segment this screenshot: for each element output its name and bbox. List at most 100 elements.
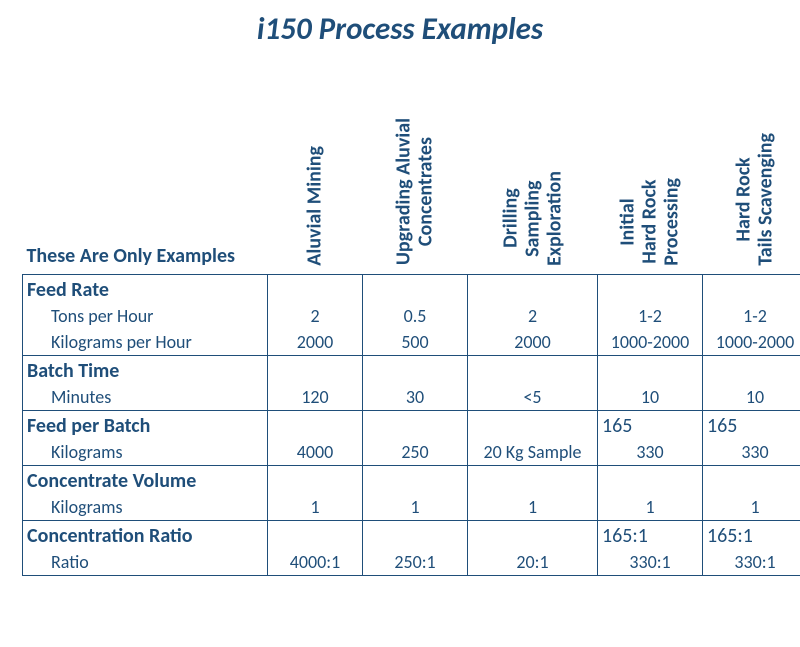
section-header-value: 165:1: [703, 520, 800, 549]
cell-value: 20 Kg Sample: [468, 439, 598, 465]
column-header-line: Tails Scavenging: [756, 133, 777, 266]
table-row: Kilograms11111: [23, 494, 800, 520]
section-header-value: [468, 465, 598, 494]
section-header-value: [468, 520, 598, 549]
column-header-line: Exploration: [544, 171, 565, 266]
cell-value: 1: [363, 494, 468, 520]
cell-value: 1: [703, 494, 800, 520]
column-header-label-wrap: InitialHard RockProcessing: [618, 178, 683, 266]
cell-value: 500: [363, 329, 468, 355]
section-header-value: [268, 465, 363, 494]
cell-value: <5: [468, 384, 598, 410]
column-header-label-wrap: Aluvial Mining: [305, 146, 326, 266]
column-header-line: Drilling: [500, 171, 521, 266]
column-header-line: Hard Rock: [734, 133, 755, 266]
section-header-row: Feed Rate: [23, 274, 800, 303]
cell-value: 1000-2000: [703, 329, 800, 355]
section-header-value: [598, 465, 703, 494]
section-header-value: [363, 465, 468, 494]
cell-value: 30: [363, 384, 468, 410]
column-header: Aluvial Mining: [268, 56, 363, 274]
cell-value: 1: [468, 494, 598, 520]
section-header-row: Concentrate Volume: [23, 465, 800, 494]
cell-value: 2: [468, 303, 598, 329]
column-header-line: Initial: [618, 178, 639, 266]
section-header-value: [468, 355, 598, 384]
table-row: Kilograms400025020 Kg Sample330330: [23, 439, 800, 465]
section-header-row: Concentration Ratio 165:1165:1: [23, 520, 800, 549]
cell-value: 1-2: [598, 303, 703, 329]
column-header: DrillingSamplingExploration: [468, 56, 598, 274]
section-label: Feed Rate: [23, 274, 268, 303]
section-header-value: [598, 274, 703, 303]
row-label: Minutes: [23, 384, 268, 410]
section-header-value: [268, 410, 363, 439]
section-label: Feed per Batch: [23, 410, 268, 439]
column-header-label-wrap: DrillingSamplingExploration: [500, 171, 565, 266]
cell-value: 1: [268, 494, 363, 520]
cell-value: 1: [598, 494, 703, 520]
process-table: These Are Only Examples Aluvial Mining Up…: [22, 56, 800, 576]
table-row: Tons per Hour20.521-21-2: [23, 303, 800, 329]
section-header-value: [268, 520, 363, 549]
table-row: Ratio4000:1250:120:1330:1330:1: [23, 549, 800, 575]
column-header-line: Sampling: [522, 171, 543, 266]
cell-value: 4000: [268, 439, 363, 465]
row-label: Kilograms per Hour: [23, 329, 268, 355]
section-header-value: [363, 274, 468, 303]
cell-value: 10: [703, 384, 800, 410]
section-header-row: Feed per Batch 165165: [23, 410, 800, 439]
row-label: Ratio: [23, 549, 268, 575]
note-cell: These Are Only Examples: [23, 56, 268, 274]
cell-value: 330: [598, 439, 703, 465]
cell-value: 10: [598, 384, 703, 410]
cell-value: 1000-2000: [598, 329, 703, 355]
cell-value: 330:1: [703, 549, 800, 575]
section-header-value: [468, 274, 598, 303]
cell-value: 2: [268, 303, 363, 329]
section-header-value: [703, 274, 800, 303]
cell-value: 250:1: [363, 549, 468, 575]
column-header-line: Upgrading Aluvial: [394, 118, 415, 265]
section-label: Concentration Ratio: [23, 520, 268, 549]
cell-value: 2000: [468, 329, 598, 355]
column-header-line: Concentrates: [416, 118, 437, 265]
column-header-label-wrap: Hard RockTails Scavenging: [734, 133, 777, 266]
cell-value: 20:1: [468, 549, 598, 575]
column-header-line: Hard Rock: [640, 178, 661, 266]
table-row: Minutes12030<51010: [23, 384, 800, 410]
section-header-value: 165: [703, 410, 800, 439]
column-header: InitialHard RockProcessing: [598, 56, 703, 274]
section-header-value: [363, 410, 468, 439]
row-label: Kilograms: [23, 494, 268, 520]
section-header-value: [703, 465, 800, 494]
row-label: Kilograms: [23, 439, 268, 465]
section-label: Concentrate Volume: [23, 465, 268, 494]
cell-value: 330: [703, 439, 800, 465]
cell-value: 4000:1: [268, 549, 363, 575]
cell-value: 250: [363, 439, 468, 465]
column-header-line: Processing: [662, 178, 683, 266]
section-label: Batch Time: [23, 355, 268, 384]
header-row: These Are Only Examples Aluvial Mining Up…: [23, 56, 800, 274]
section-header-value: [268, 355, 363, 384]
cell-value: 1-2: [703, 303, 800, 329]
table-row: Kilograms per Hour200050020001000-200010…: [23, 329, 800, 355]
column-header: Upgrading AluvialConcentrates: [363, 56, 468, 274]
section-header-value: [598, 355, 703, 384]
section-header-row: Batch Time: [23, 355, 800, 384]
cell-value: 330:1: [598, 549, 703, 575]
section-header-value: 165: [598, 410, 703, 439]
cell-value: 120: [268, 384, 363, 410]
cell-value: 2000: [268, 329, 363, 355]
column-header: Hard RockTails Scavenging: [703, 56, 800, 274]
section-header-value: 165:1: [598, 520, 703, 549]
column-header-line: Aluvial Mining: [305, 146, 326, 266]
section-header-value: [363, 520, 468, 549]
section-header-value: [268, 274, 363, 303]
row-label: Tons per Hour: [23, 303, 268, 329]
section-header-value: [703, 355, 800, 384]
table-body: Feed RateTons per Hour20.521-21-2Kilogra…: [23, 274, 800, 575]
page-title: i150 Process Examples: [22, 10, 778, 48]
column-header-label-wrap: Upgrading AluvialConcentrates: [394, 118, 437, 265]
